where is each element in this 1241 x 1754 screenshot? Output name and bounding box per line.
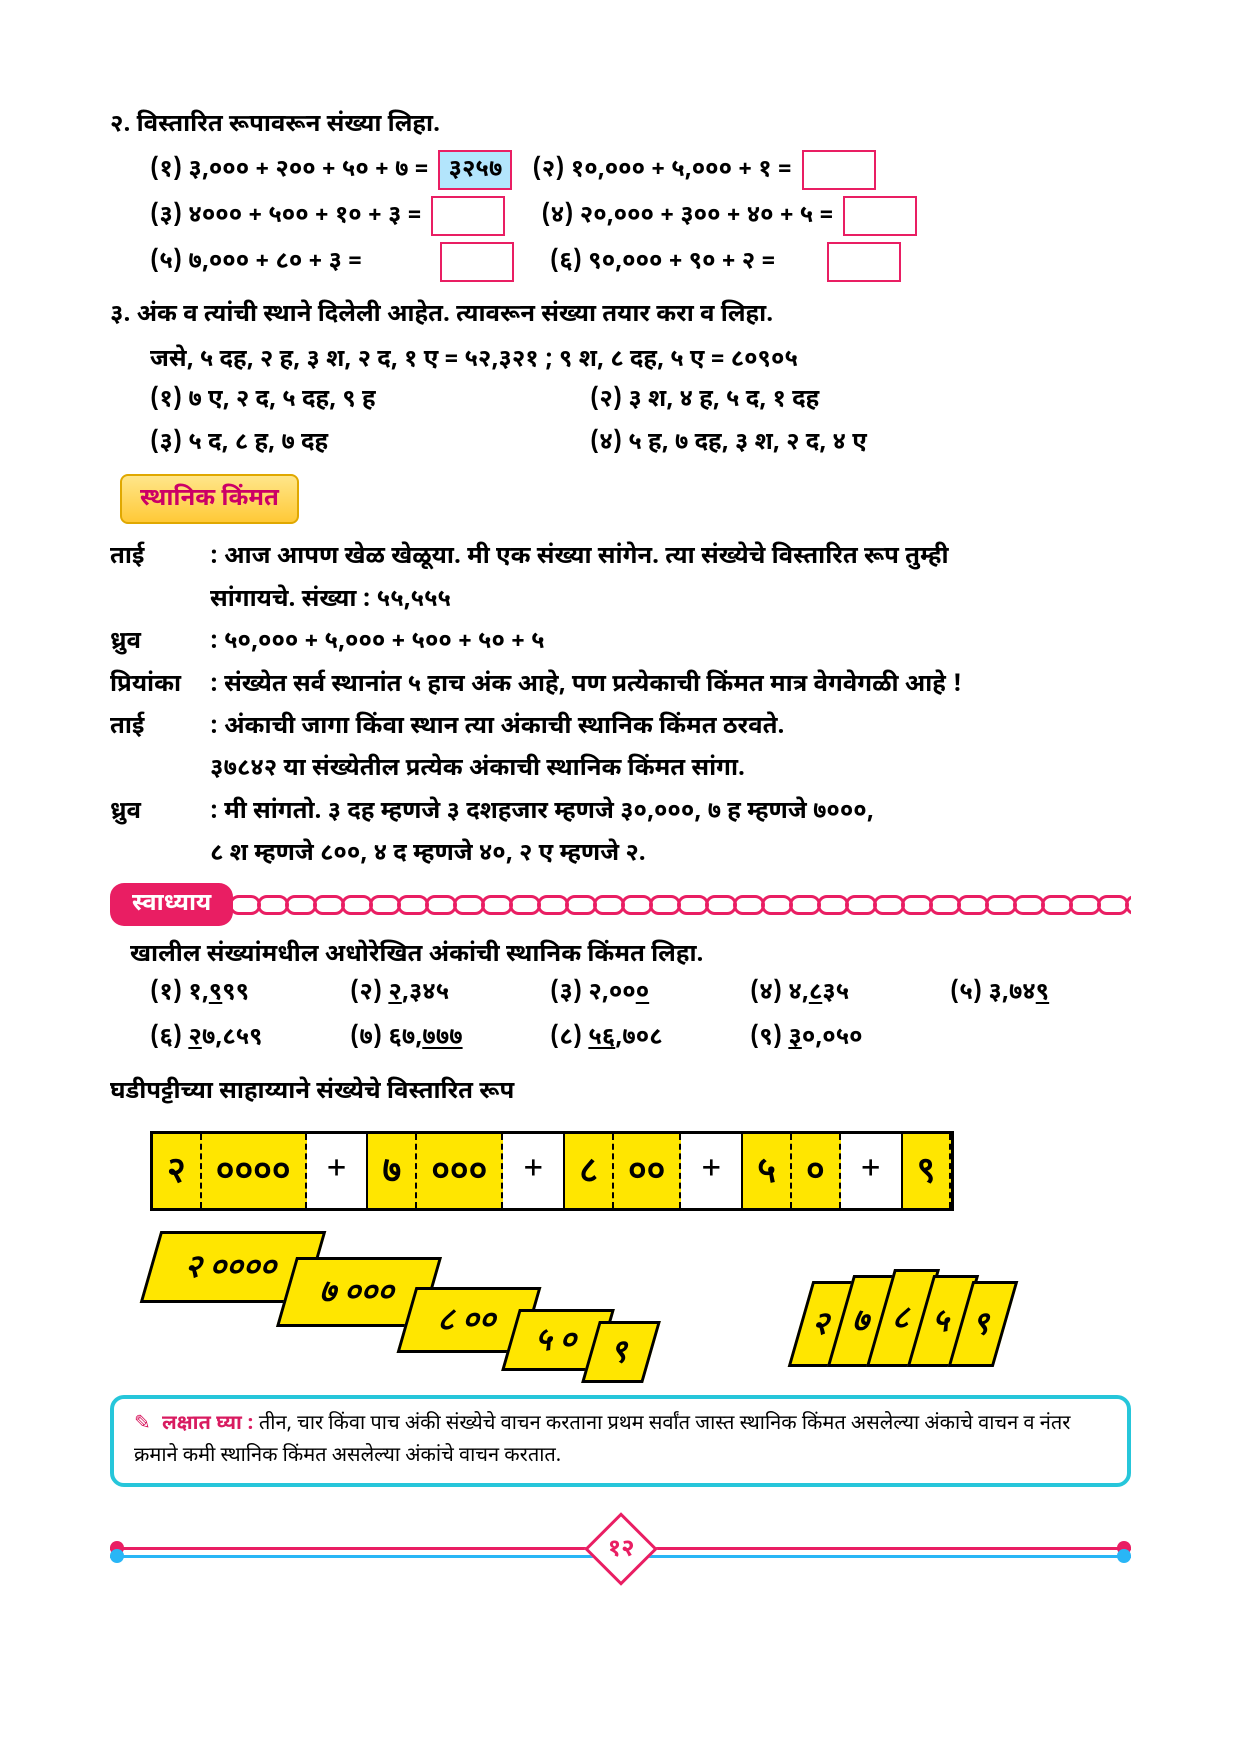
folding-cards-illustration: २ ०००० ७ ००० ८ ०० ५ ० ९ २ ७ ८ ५ ९ [150, 1231, 1131, 1381]
q3-item: (२) ३ श, ४ ह, ५ द, १ दह [590, 381, 1030, 419]
q3-title: ३. अंक व त्यांची स्थाने दिलेली आहेत. त्य… [110, 296, 1131, 334]
exercise-item: (६) २७,८५९ [150, 1019, 310, 1057]
digit-cell: ००० [417, 1134, 503, 1208]
plus-cell: + [681, 1134, 743, 1208]
q3-item: (४) ५ ह, ७ दह, ३ श, २ द, ४ ए [590, 424, 1030, 462]
q2-5: (५) ७,००० + ८० + ३ = [150, 243, 362, 281]
dialog-text: : संख्येत सर्व स्थानांत ५ हाच अंक आहे, प… [210, 666, 1131, 704]
answer-box-3[interactable] [431, 196, 505, 236]
digit-cell: ८ [565, 1134, 614, 1208]
dialog-text: : मी सांगतो. ३ दह म्हणजे ३ दशहजार म्हणजे… [210, 793, 1131, 831]
dialog-text: : अंकाची जागा किंवा स्थान त्या अंकाची स्… [210, 708, 1131, 746]
exercise-item: (४) ४,८३५ [750, 974, 910, 1012]
answer-box-1[interactable]: ३२५७ [438, 150, 512, 190]
exercise-label: स्वाध्याय [110, 883, 233, 925]
speaker: ध्रुव [110, 793, 210, 831]
q2-2: (२) १०,००० + ५,००० + १ = [532, 151, 791, 189]
exercise-item: (१) १,९९९ [150, 974, 310, 1012]
dialog-text: : ५०,००० + ५,००० + ५०० + ५० + ५ [210, 623, 1131, 661]
dialog-text: सांगायचे. संख्या : ५५,५५५ [210, 581, 1131, 619]
speaker [110, 581, 210, 619]
q2-3: (३) ४००० + ५०० + १० + ३ = [150, 197, 421, 235]
number-strip: २००००+७०००+८००+५०+९ [150, 1131, 954, 1211]
plus-cell: + [307, 1134, 369, 1208]
dialog-line: ध्रुव: मी सांगतो. ३ दह म्हणजे ३ दशहजार म… [110, 793, 1131, 831]
speaker [110, 835, 210, 873]
dialog-line: ८ श म्हणजे ८००, ४ द म्हणजे ४०, २ ए म्हणज… [110, 835, 1131, 873]
dialog-line: ताई: आज आपण खेळ खेळूया. मी एक संख्या सां… [110, 538, 1131, 576]
exercise-item: (५) ३,७४९ [950, 974, 1110, 1012]
dialog-text: ८ श म्हणजे ८००, ४ द म्हणजे ४०, २ ए म्हणज… [210, 835, 1131, 873]
dialog-line: ३७८४२ या संख्येतील प्रत्येक अंकाची स्थान… [110, 750, 1131, 788]
q2-4: (४) २०,००० + ३०० + ४० + ५ = [541, 197, 833, 235]
exercise-title: खालील संख्यांमधील अधोरेखित अंकांची स्थान… [130, 936, 1131, 974]
speaker: ताई [110, 538, 210, 576]
note-text: तीन, चार किंवा पाच अंकी संख्येचे वाचन कर… [134, 1412, 1070, 1470]
decorative-chain: स्वाध्याय [110, 883, 1131, 925]
dialog-line: प्रियांका: संख्येत सर्व स्थानांत ५ हाच अ… [110, 666, 1131, 704]
speaker: प्रियांका [110, 666, 210, 704]
speaker: ध्रुव [110, 623, 210, 661]
exercise-item: (९) ३०,०५० [750, 1019, 910, 1057]
dialog-line: ताई: अंकाची जागा किंवा स्थान त्या अंकाची… [110, 708, 1131, 746]
digit-cell: ०००० [202, 1134, 307, 1208]
digit-cell: ० [792, 1134, 841, 1208]
q2-row: (३) ४००० + ५०० + १० + ३ = (४) २०,००० + ३… [150, 196, 1131, 236]
digit-cell: ७ [368, 1134, 417, 1208]
q2-row: (१) ३,००० + २०० + ५० + ७ = ३२५७ (२) १०,०… [150, 150, 1131, 190]
exercise-item: (३) २,००० [550, 974, 710, 1012]
speaker [110, 750, 210, 788]
note-box: ✎ लक्षात घ्या : तीन, चार किंवा पाच अंकी … [110, 1395, 1131, 1487]
q2-row: (५) ७,००० + ८० + ३ = (६) ९०,००० + ९० + २… [150, 242, 1131, 282]
dialog-text: ३७८४२ या संख्येतील प्रत्येक अंकाची स्थान… [210, 750, 1131, 788]
exercise-item: (२) २,३४५ [350, 974, 510, 1012]
speaker: ताई [110, 708, 210, 746]
dialog-text: : आज आपण खेळ खेळूया. मी एक संख्या सांगेन… [210, 538, 1131, 576]
dialog-line: ध्रुव: ५०,००० + ५,००० + ५०० + ५० + ५ [110, 623, 1131, 661]
section-label: स्थानिक किंमत [120, 474, 299, 524]
pencil-icon: ✎ [134, 1412, 151, 1438]
strip-title: घडीपट्टीच्या साहाय्याने संख्येचे विस्तार… [110, 1073, 1131, 1111]
answer-box-2[interactable] [802, 150, 876, 190]
digit-cell: २ [153, 1134, 202, 1208]
dialog-line: सांगायचे. संख्या : ५५,५५५ [110, 581, 1131, 619]
q2-1: (१) ३,००० + २०० + ५० + ७ = [150, 151, 428, 189]
q2-title: २. विस्तारित रूपावरून संख्या लिहा. [110, 106, 1131, 144]
page-number-diamond: १२ [584, 1512, 658, 1586]
q3-item: (१) ७ ए, २ द, ५ दह, ९ ह [150, 381, 590, 419]
page-footer: १२ [110, 1517, 1131, 1587]
digit-cell: ०० [614, 1134, 681, 1208]
digit-cell: ९ [903, 1134, 952, 1208]
answer-box-5[interactable] [440, 242, 514, 282]
plus-cell: + [841, 1134, 903, 1208]
digit-cell: ५ [743, 1134, 792, 1208]
exercise-item: (८) ५६,७०८ [550, 1019, 710, 1057]
answer-box-6[interactable] [827, 242, 901, 282]
q3-item: (३) ५ द, ८ ह, ७ दह [150, 424, 590, 462]
answer-box-4[interactable] [843, 196, 917, 236]
q2-6: (६) ९०,००० + ९० + २ = [550, 243, 775, 281]
exercise-item: (७) ६७,७७७ [350, 1019, 510, 1057]
q3-example: जसे, ५ दह, २ ह, ३ श, २ द, १ ए = ५२,३२१ ;… [150, 341, 1131, 379]
plus-cell: + [503, 1134, 565, 1208]
note-label: लक्षात घ्या : [162, 1412, 254, 1438]
